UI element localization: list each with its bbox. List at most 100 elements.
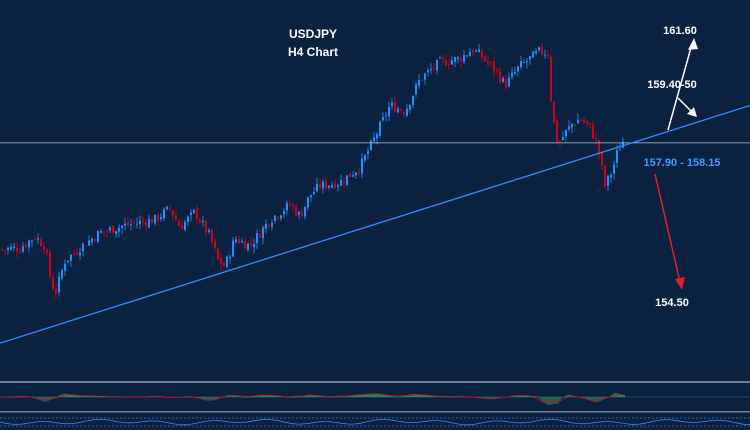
histogram-bar <box>589 397 591 401</box>
candle-body <box>295 206 297 216</box>
arrow-up-primary <box>667 38 698 131</box>
histogram-bar <box>361 394 363 397</box>
candle-body <box>523 61 525 63</box>
oscillator-histogram <box>0 393 625 405</box>
candle <box>613 160 615 180</box>
histogram-bar <box>71 394 73 397</box>
candle-body <box>61 270 63 279</box>
candle <box>568 120 570 132</box>
histogram-bar <box>419 394 421 397</box>
candle <box>1 248 3 252</box>
histogram-bar <box>437 396 439 397</box>
candle-body <box>91 238 93 243</box>
candle <box>286 200 288 216</box>
histogram-bar <box>367 393 369 397</box>
candle-body <box>265 223 267 229</box>
candle-body <box>352 175 354 177</box>
candle-body <box>313 192 315 195</box>
candle-body <box>493 61 495 72</box>
histogram-bar <box>621 394 623 397</box>
candle <box>58 271 60 297</box>
candle-body <box>520 61 522 67</box>
histogram-bar <box>241 396 243 398</box>
candle-body <box>130 224 132 226</box>
candle <box>382 111 384 122</box>
candle-body <box>28 240 30 248</box>
candle-body <box>193 210 195 213</box>
candle-body <box>142 221 144 223</box>
candle-body <box>370 140 372 150</box>
candle <box>580 118 582 122</box>
candle-body <box>151 219 153 224</box>
candle-body <box>544 54 546 56</box>
histogram-bar <box>593 397 595 402</box>
candle-body <box>529 56 531 60</box>
histogram-bar <box>391 395 393 397</box>
histogram-bar <box>529 395 531 397</box>
histogram-bar <box>617 393 619 397</box>
candle-body <box>583 119 585 123</box>
candle <box>373 132 375 144</box>
candle <box>424 72 426 85</box>
candle-body <box>187 216 189 222</box>
histogram-bar <box>349 395 351 397</box>
histogram-bar <box>565 395 567 397</box>
candle-body <box>535 51 537 54</box>
candle <box>130 218 132 231</box>
candle-body <box>250 242 252 246</box>
histogram-bar <box>365 394 367 397</box>
candle-body <box>4 249 6 251</box>
candle <box>490 61 492 68</box>
histogram-bar <box>81 395 83 397</box>
candle <box>616 144 618 168</box>
histogram-bar <box>359 394 361 397</box>
candle <box>427 67 429 77</box>
candle <box>229 254 231 264</box>
candles-layer <box>1 43 624 300</box>
candle <box>412 95 414 109</box>
candle-body <box>64 263 66 271</box>
candle-body <box>514 71 516 74</box>
histogram-bar <box>199 397 201 399</box>
candle-body <box>253 244 255 248</box>
histogram-bar <box>453 396 455 398</box>
candle <box>262 225 264 245</box>
histogram-bar <box>205 397 207 401</box>
candle <box>520 55 522 70</box>
candle <box>385 111 387 122</box>
candle <box>457 55 459 64</box>
histogram-bar <box>91 395 93 397</box>
histogram-bar <box>299 396 301 397</box>
candle-body <box>622 141 624 148</box>
histogram-bar <box>55 397 57 398</box>
candle-body <box>376 134 378 139</box>
candle-body <box>163 209 165 219</box>
candle <box>532 50 534 58</box>
histogram-bar <box>583 397 585 399</box>
candle-body <box>268 224 270 226</box>
target-mid-label: 159.40-50 <box>647 79 697 91</box>
candle-body <box>229 257 231 259</box>
candle <box>139 215 141 230</box>
candle <box>169 204 171 212</box>
candle-body <box>541 46 543 54</box>
candle-body <box>364 155 366 161</box>
candle-body <box>73 253 75 255</box>
histogram-bar <box>449 396 451 398</box>
candle-body <box>286 202 288 211</box>
candle-body <box>502 78 504 83</box>
candle-body <box>475 50 477 52</box>
histogram-bar <box>413 394 415 397</box>
lower-indicator-line <box>0 418 750 426</box>
chart-title: USDJPY <box>289 27 337 41</box>
candle-body <box>340 180 342 186</box>
histogram-bar <box>311 394 313 397</box>
histogram-bar <box>585 397 587 399</box>
histogram-bar <box>249 396 251 397</box>
candle-body <box>559 140 561 142</box>
candle-body <box>112 226 114 234</box>
candle-body <box>526 61 528 63</box>
candle-body <box>67 260 69 263</box>
candle-body <box>412 95 414 105</box>
candle-body <box>241 240 243 243</box>
